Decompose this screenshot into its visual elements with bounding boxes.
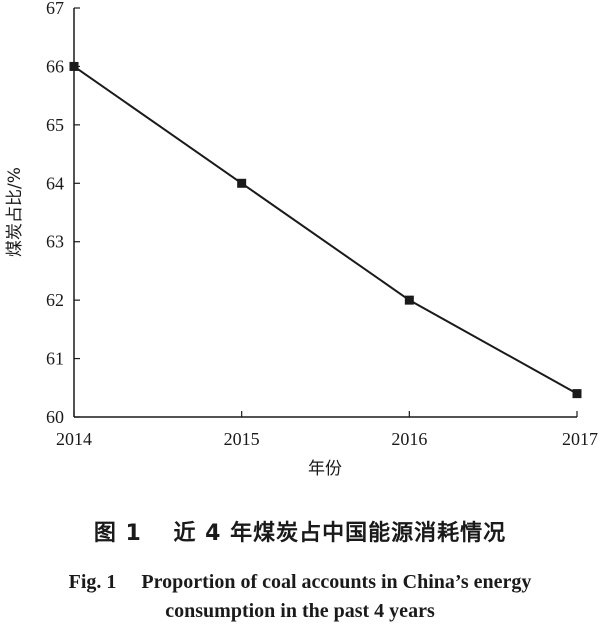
y-tick-label: 63 (46, 232, 64, 252)
caption-chinese: 图 1 近 4 年煤炭占中国能源消耗情况 (93, 521, 507, 546)
axes (73, 8, 577, 418)
y-axis-title: 煤炭占比/% (5, 167, 25, 257)
data-point-marker (69, 61, 79, 71)
y-tick-label: 64 (46, 173, 64, 193)
y-tick-label: 66 (46, 56, 64, 76)
caption-english-line2: consumption in the past 4 years (165, 600, 435, 622)
y-tick-label: 60 (46, 407, 64, 427)
x-tick-label: 2017 (562, 429, 598, 449)
x-tick-label: 2016 (391, 429, 427, 449)
caption-english-line1: Fig. 1 Proportion of coal accounts in Ch… (68, 571, 532, 593)
data-point-marker (572, 389, 582, 399)
x-tick-label: 2014 (56, 429, 92, 449)
series-line (73, 65, 578, 395)
y-tick-label: 61 (46, 349, 64, 369)
data-point-marker (237, 178, 247, 188)
y-tick-label: 65 (46, 115, 64, 135)
x-tick-label: 2015 (224, 429, 260, 449)
series (69, 61, 582, 399)
y-tick-label: 62 (46, 290, 64, 310)
y-tick-label: 67 (46, 0, 64, 18)
data-point-marker (404, 295, 414, 305)
x-axis-title: 年份 (308, 459, 342, 479)
ticks: 60 61 62 63 64 65 66 67 2014 2015 2016 2017 (46, 0, 598, 449)
